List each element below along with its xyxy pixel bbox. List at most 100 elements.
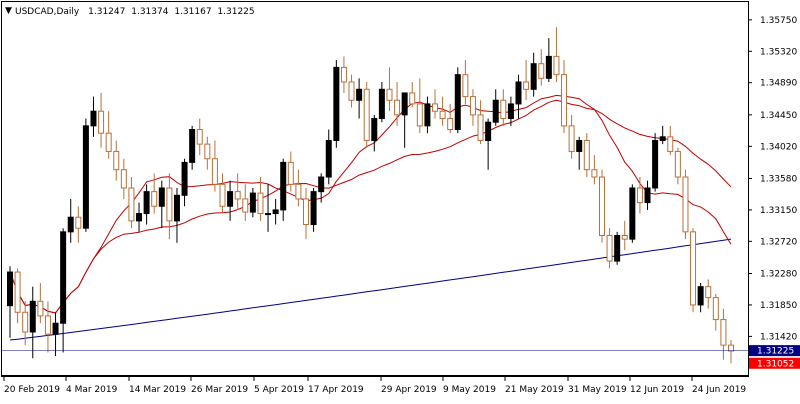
candle-body — [462, 74, 469, 98]
candle-body — [583, 139, 590, 171]
candle-body — [75, 216, 82, 229]
candle-body — [401, 92, 408, 116]
candle-body — [120, 169, 127, 189]
candle-body — [302, 198, 309, 226]
candle-body — [136, 213, 143, 222]
candle-body — [409, 92, 416, 105]
y-tick-label: 1.34450 — [760, 111, 797, 121]
candle-body — [545, 55, 552, 79]
candle-body — [242, 198, 249, 213]
candle-body — [667, 136, 674, 152]
candle-body — [151, 191, 158, 207]
candle-body — [416, 103, 423, 127]
candle-body — [310, 191, 317, 226]
x-tick-label: 9 May 2019 — [443, 385, 496, 395]
candle-body — [249, 192, 256, 213]
candle-body — [629, 187, 636, 240]
x-tick-label: 20 Feb 2019 — [4, 385, 60, 395]
candle-body — [22, 311, 29, 333]
candle-body — [189, 128, 196, 163]
y-tick-label: 1.35320 — [760, 47, 797, 57]
candle-body — [356, 88, 363, 101]
candle-body — [44, 315, 51, 335]
y-tick-label: 1.32720 — [760, 237, 797, 247]
candle-body — [181, 161, 188, 196]
candle-body — [530, 63, 537, 90]
ma-mid-line — [9, 99, 732, 314]
candle-body — [348, 81, 355, 101]
candle-body — [515, 81, 522, 105]
candle-body — [591, 169, 598, 178]
candle-body — [386, 88, 393, 101]
candle-body — [728, 344, 734, 352]
low-price-marker: 1.31052 — [749, 357, 800, 369]
candle-body — [318, 176, 325, 193]
y-tick-label: 1.33150 — [760, 206, 797, 216]
candle-body — [340, 66, 347, 83]
candle-body — [14, 271, 21, 313]
candle-body — [128, 187, 135, 222]
y-tick-label: 1.35750 — [760, 16, 797, 26]
candle-body — [485, 121, 492, 141]
candle-body — [325, 139, 332, 178]
current-price-box — [749, 345, 800, 357]
candle-body — [636, 187, 643, 204]
chart-header: ▼ USDCAD,Daily 1.31247 1.31374 1.31167 1… — [5, 6, 255, 17]
candle-body — [371, 118, 378, 141]
x-tick-label: 21 May 2019 — [505, 385, 564, 395]
candles — [7, 27, 734, 364]
candle-body — [652, 139, 659, 189]
low-price-box — [749, 357, 800, 369]
candle-body — [621, 234, 628, 240]
candle-body — [234, 191, 241, 200]
x-tick-label: 17 Apr 2019 — [308, 385, 364, 395]
candle-body — [553, 55, 560, 76]
candle-body — [697, 286, 704, 306]
candle-body — [67, 216, 74, 233]
candle-body — [52, 322, 59, 335]
candle-body — [333, 66, 340, 141]
candle-body — [295, 183, 302, 200]
x-tick-label: 5 Apr 2019 — [254, 385, 304, 395]
candle-body — [265, 213, 272, 216]
candle-body — [113, 150, 120, 171]
candle-body — [29, 300, 36, 333]
y-tick-label: 1.31850 — [760, 301, 797, 311]
y-tick-label: 1.31420 — [760, 332, 797, 342]
candle-body — [500, 99, 507, 120]
collapse-triangle-icon[interactable]: ▼ — [5, 6, 12, 16]
candle-body — [523, 81, 530, 90]
candle-body — [674, 150, 681, 178]
candle-body — [98, 110, 105, 134]
candle-body — [712, 297, 719, 321]
candle-body — [105, 132, 112, 152]
candle-body — [705, 286, 712, 299]
current-price-marker: 1.31225 — [749, 345, 800, 357]
y-tick-label: 1.33580 — [760, 174, 797, 184]
candle-body — [606, 234, 613, 262]
y-axis-ticks: 1.35750 1.35320 1.34890 1.34450 1.34020 1.335… — [748, 16, 797, 342]
candle-body — [60, 231, 67, 324]
candle-body — [568, 125, 575, 152]
current-price-label: 1.31225 — [757, 347, 794, 357]
candle-body — [204, 143, 211, 160]
candle-body — [720, 319, 727, 346]
y-tick-label: 1.34890 — [760, 79, 797, 89]
candle-body — [394, 99, 401, 116]
candle-body — [211, 158, 218, 185]
y-tick-label: 1.32280 — [760, 270, 797, 280]
y-tick-label: 1.34020 — [760, 142, 797, 152]
candle-body — [424, 103, 431, 127]
candle-body — [469, 96, 476, 116]
candle-body — [158, 187, 165, 207]
x-tick-label: 29 Apr 2019 — [381, 385, 437, 395]
candle-body — [90, 110, 97, 127]
candle-body — [143, 191, 150, 215]
candle-body — [363, 88, 370, 141]
x-tick-label: 31 May 2019 — [568, 385, 627, 395]
candle-body — [447, 118, 454, 130]
candle-body — [37, 300, 44, 317]
candle-body — [644, 187, 651, 204]
